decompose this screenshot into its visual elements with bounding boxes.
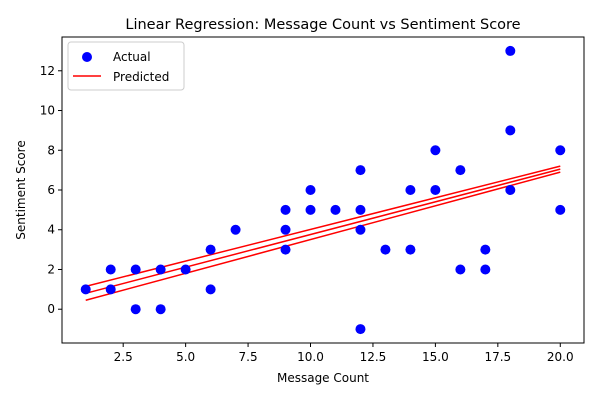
y-tick-label: 2	[47, 262, 55, 276]
x-axis: 2.5 5.0 7.5 10.0 12.5 15.0 17.5 20.0	[114, 343, 574, 364]
data-point	[555, 145, 566, 156]
data-point	[480, 264, 491, 275]
x-tick-label: 20.0	[547, 350, 574, 364]
y-tick-label: 10	[40, 104, 55, 118]
data-point	[555, 204, 566, 215]
data-point	[355, 224, 366, 235]
data-point	[155, 264, 166, 275]
data-point	[505, 185, 516, 195]
data-point	[205, 244, 216, 255]
data-point	[105, 264, 116, 275]
data-point	[355, 324, 366, 335]
data-point	[405, 244, 416, 255]
x-tick-label: 15.0	[422, 350, 449, 364]
data-point	[155, 304, 166, 315]
y-axis: 0 2 4 6 8 10 12	[40, 64, 62, 316]
data-point	[305, 204, 316, 215]
legend: Actual Predicted	[67, 41, 185, 91]
x-tick-label: 7.5	[239, 350, 258, 364]
data-point	[505, 125, 516, 136]
data-point	[105, 284, 116, 295]
data-point	[130, 264, 141, 275]
data-point	[205, 284, 216, 295]
data-point	[430, 185, 441, 195]
x-tick-label: 12.5	[360, 350, 387, 364]
data-point	[430, 145, 441, 156]
data-point	[230, 224, 241, 235]
y-axis-label: Sentiment Score	[14, 140, 28, 239]
data-point	[405, 185, 416, 195]
data-point	[455, 264, 466, 275]
data-point	[180, 264, 191, 275]
legend-marker-actual	[82, 52, 92, 62]
chart-title: Linear Regression: Message Count vs Sent…	[125, 17, 520, 33]
regression-lines	[85, 165, 561, 302]
data-point	[330, 204, 341, 215]
data-point	[80, 284, 91, 295]
y-tick-label: 4	[47, 223, 55, 237]
scatter-points	[80, 45, 566, 335]
x-tick-label: 2.5	[114, 350, 133, 364]
y-tick-label: 0	[47, 302, 55, 316]
data-point	[505, 45, 516, 56]
data-point	[380, 244, 391, 255]
data-point	[455, 165, 466, 176]
data-point	[305, 185, 316, 195]
y-tick-label: 12	[40, 64, 55, 78]
y-tick-label: 6	[47, 183, 55, 197]
x-tick-label: 10.0	[297, 350, 324, 364]
data-point	[355, 165, 366, 176]
y-tick-label: 8	[47, 143, 55, 157]
data-point	[355, 204, 366, 215]
predicted-line	[85, 168, 561, 295]
legend-label-predicted: Predicted	[113, 70, 169, 84]
data-point	[280, 204, 291, 215]
x-axis-label: Message Count	[277, 371, 369, 385]
data-point	[280, 244, 291, 255]
data-point	[480, 244, 491, 255]
predicted-line	[85, 171, 561, 302]
x-tick-label: 17.5	[484, 350, 511, 364]
legend-box	[67, 41, 185, 91]
x-tick-label: 5.0	[176, 350, 195, 364]
predicted-line	[85, 165, 561, 288]
legend-label-actual: Actual	[113, 50, 151, 64]
data-point	[280, 224, 291, 235]
data-point	[130, 304, 141, 315]
plot-area	[61, 36, 585, 344]
